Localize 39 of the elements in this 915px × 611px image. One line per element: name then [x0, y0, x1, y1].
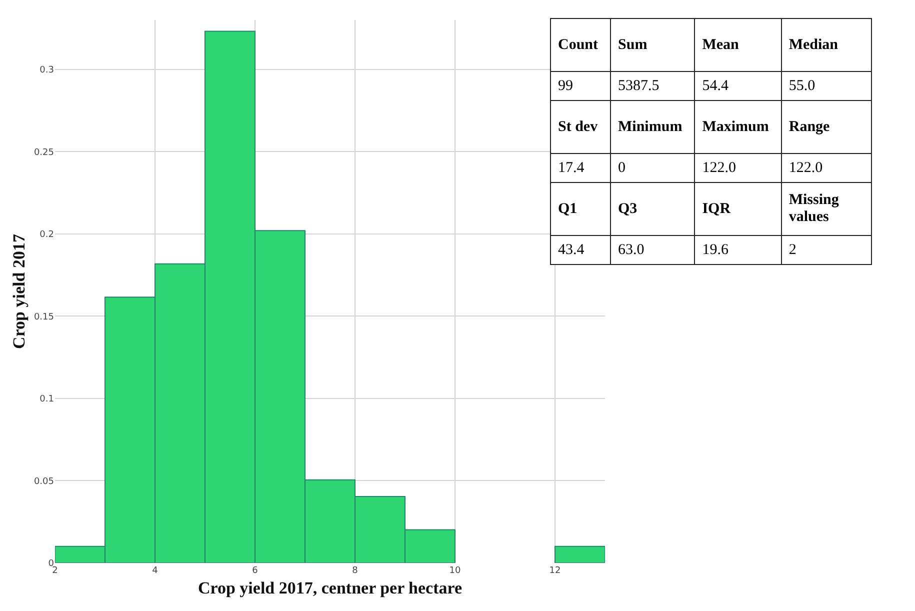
annotation: 17.4: [550, 154, 611, 182]
x-tick-label: 4: [152, 566, 158, 576]
text: Mean: [694, 18, 782, 72]
y-tick-label: 0: [48, 559, 54, 570]
text: Range: [781, 100, 872, 154]
annotation: St dev: [550, 100, 611, 154]
text: Maximum: [694, 100, 782, 154]
y-axis-title: Crop yield 2017: [10, 234, 29, 349]
y-tick-label: 0.3: [40, 66, 54, 76]
text: Minimum: [610, 100, 695, 154]
x-axis-title: Crop yield 2017, centner per hectare: [198, 578, 462, 598]
text: 19.6: [694, 236, 782, 264]
text: 54.4: [694, 72, 782, 100]
x-tick-label: 12: [549, 566, 561, 576]
text: Q3: [610, 182, 695, 236]
text: Median: [781, 18, 872, 72]
text: 5387.5: [610, 72, 695, 100]
x-tick-label: 2: [52, 566, 58, 576]
text: 0: [610, 154, 695, 182]
y-tick-label: 0.25: [34, 148, 54, 158]
annotation: Q1: [550, 182, 611, 236]
text: Missing values: [781, 182, 872, 236]
x-tick-label: 6: [252, 566, 258, 576]
x-tick-label: 10: [449, 566, 461, 576]
text: Sum: [610, 18, 695, 72]
y-tick-label: 0.1: [40, 394, 54, 405]
y-tick-label: 0.15: [34, 312, 54, 322]
annotation: 43.4: [550, 236, 611, 264]
text: 122.0: [781, 154, 872, 182]
y-tick-label: 0.05: [34, 476, 54, 487]
text: IQR: [694, 182, 782, 236]
annotation: Count: [550, 18, 611, 72]
text: 63.0: [610, 236, 695, 264]
text: 55.0: [781, 72, 872, 100]
text: 2: [781, 236, 872, 264]
text: 122.0: [694, 154, 782, 182]
annotation: 99: [550, 72, 611, 100]
x-tick-label: 8: [352, 566, 358, 576]
y-tick-label: 0.2: [40, 230, 54, 240]
